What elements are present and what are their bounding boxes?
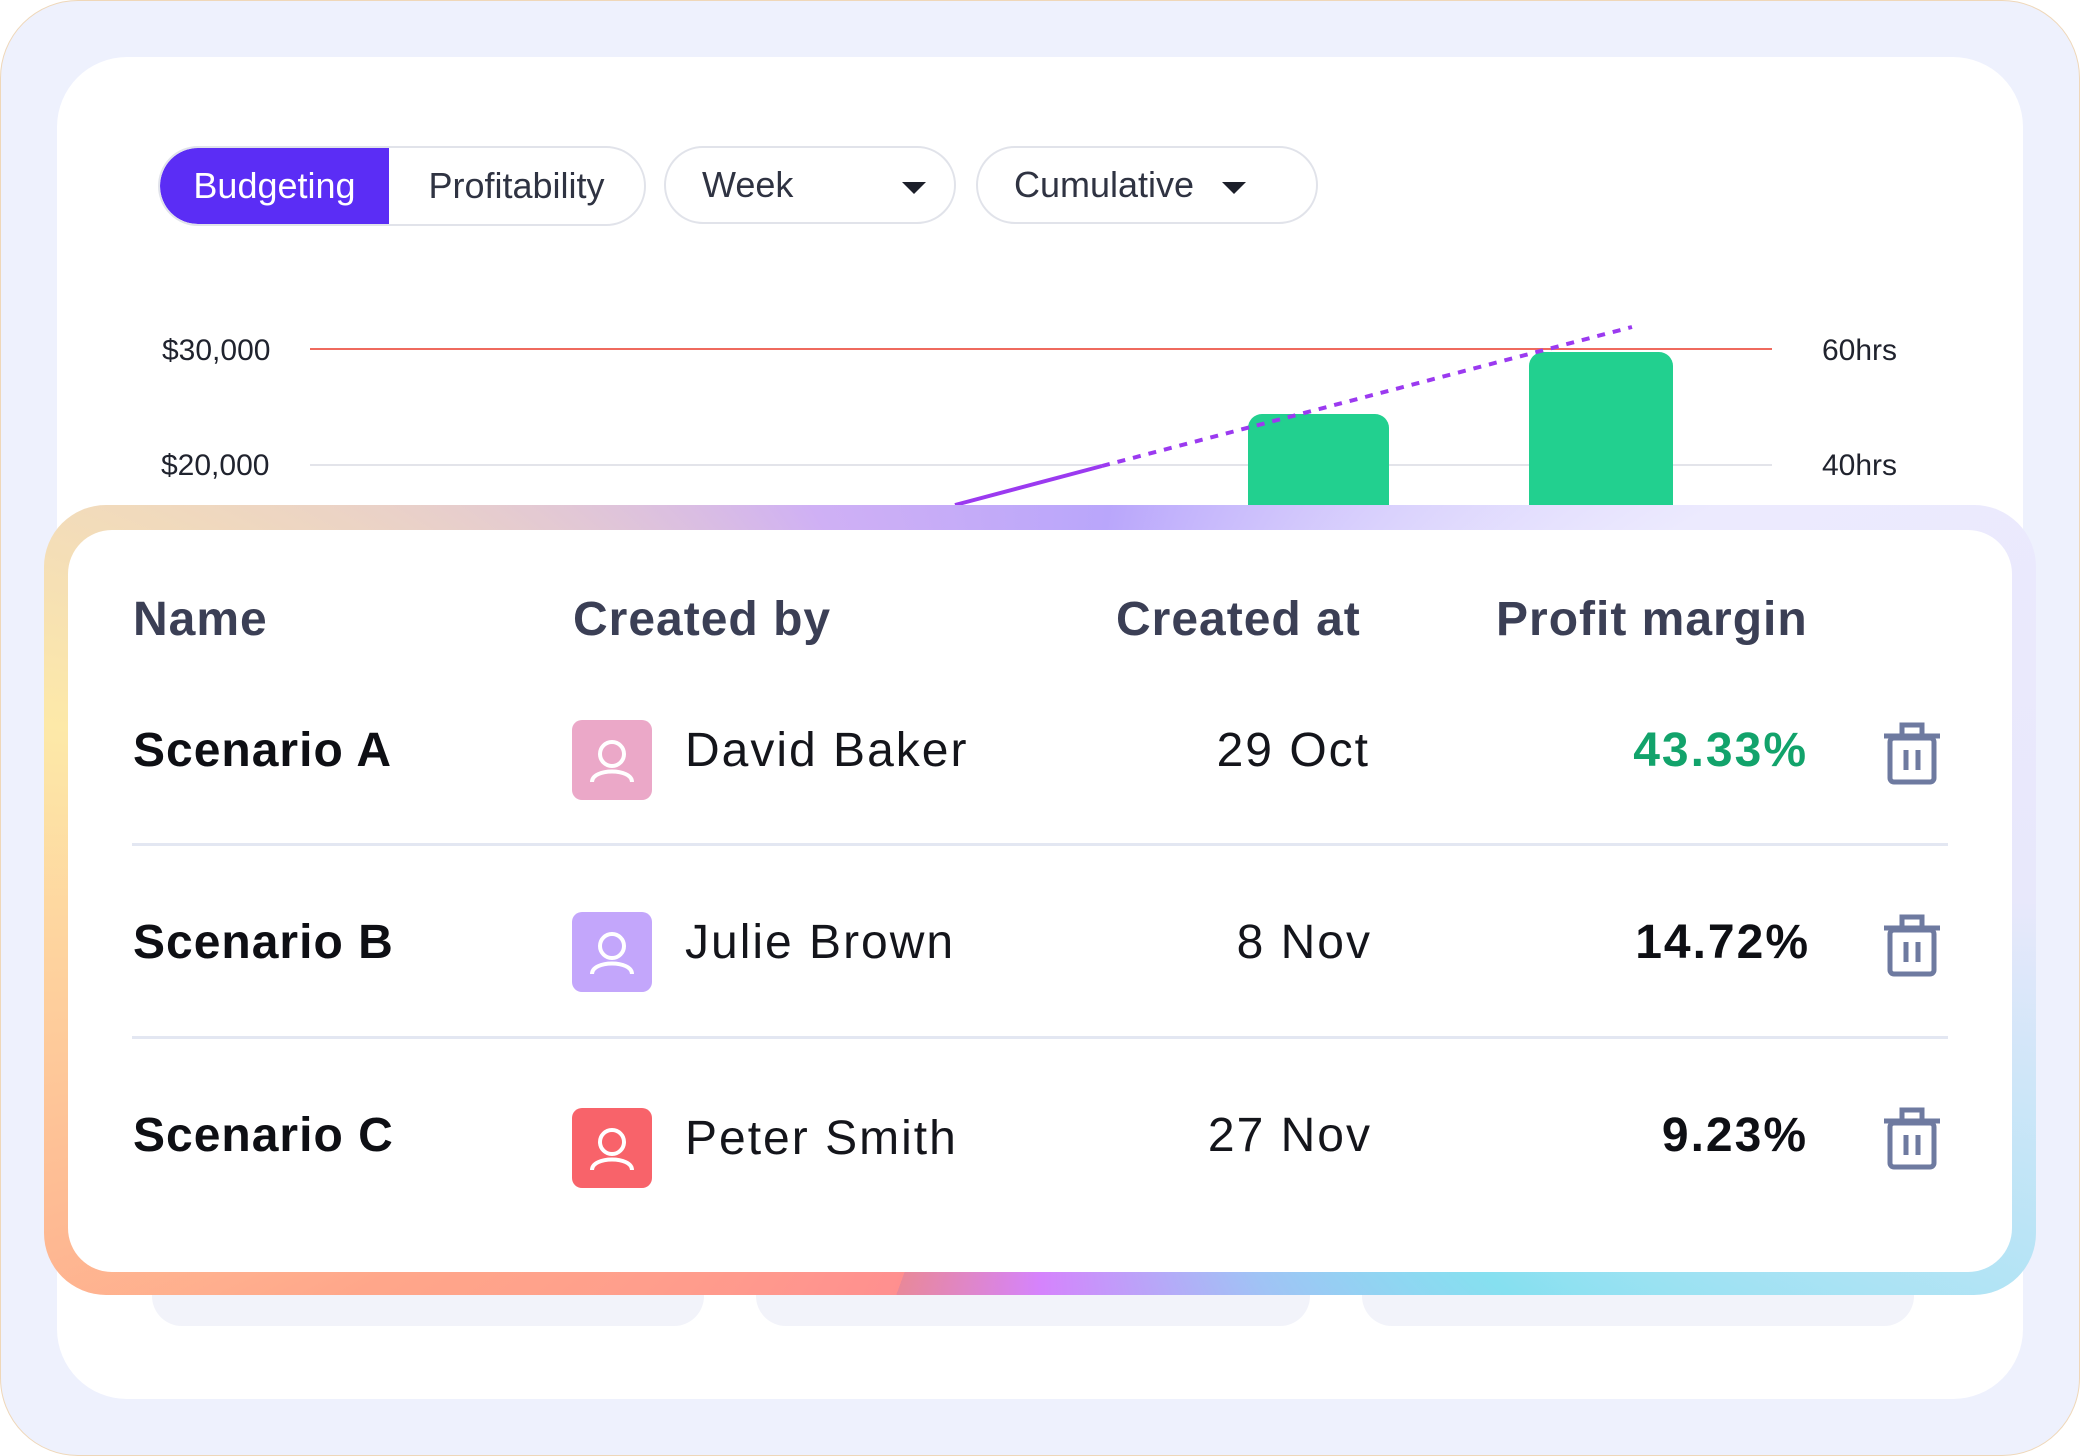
creator-name: Julie Brown [685,916,956,969]
view-toggle: Budgeting Profitability [158,146,646,226]
trend-line-solid [954,464,1103,507]
creator-name: Peter Smith [685,1112,958,1165]
ghost-card [756,1290,1310,1326]
caret-down-icon [902,182,926,194]
trash-icon[interactable] [1884,722,1940,786]
scenario-name[interactable]: Scenario B [133,916,394,969]
column-header-name: Name [133,593,268,646]
scenario-name[interactable]: Scenario C [133,1109,394,1162]
profit-margin: 14.72% [1635,916,1810,969]
column-header-created-at: Created at [1116,593,1361,646]
created-at: 29 Oct [1216,724,1370,777]
period-dropdown-value: Week [702,164,794,205]
row-divider [132,1036,1948,1039]
y-tick-right: 60hrs [1822,334,1898,367]
y-tick-left: $20,000 [161,449,270,482]
ghost-card [152,1290,704,1326]
mode-dropdown-value: Cumulative [1014,164,1195,205]
chart-bar [1529,352,1673,520]
column-header-created-by: Created by [573,593,832,646]
mode-dropdown[interactable]: Cumulative [976,146,1318,224]
created-at: 27 Nov [1207,1109,1372,1162]
created-at: 8 Nov [1236,916,1372,969]
period-dropdown[interactable]: Week [664,146,956,224]
user-icon [590,740,634,783]
user-icon [590,1128,634,1171]
avatar [572,1108,652,1188]
trash-icon[interactable] [1884,914,1940,978]
tab-budgeting[interactable]: Budgeting [160,148,389,224]
trash-icon[interactable] [1884,1107,1940,1171]
y-tick-left: $30,000 [162,334,271,367]
scenario-name[interactable]: Scenario A [133,724,392,777]
trend-line-dashed [1101,325,1633,468]
avatar [572,912,652,992]
column-header-profit-margin: Profit margin [1496,593,1808,646]
profit-margin: 9.23% [1661,1109,1808,1162]
budget-chart [310,325,1772,520]
caret-down-icon [1222,182,1246,194]
chart-bar [1248,414,1389,520]
y-tick-right: 40hrs [1822,449,1898,482]
tab-profitability[interactable]: Profitability [428,165,605,206]
ghost-card [1362,1290,1914,1326]
profit-margin: 43.33% [1633,724,1808,777]
creator-name: David Baker [685,724,969,777]
row-divider [132,843,1948,846]
scenario-table [68,530,2012,1272]
user-icon [590,932,634,975]
avatar [572,720,652,800]
